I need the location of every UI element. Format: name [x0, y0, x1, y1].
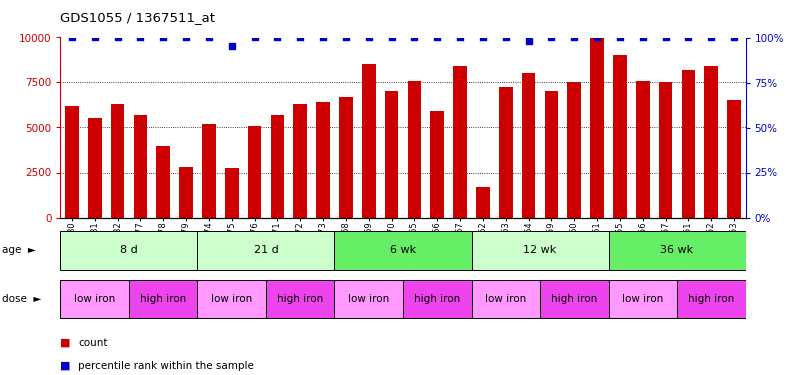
Text: age  ►: age ►: [2, 245, 36, 255]
Bar: [60, 231, 197, 270]
Point: [522, 38, 535, 44]
Text: high iron: high iron: [140, 294, 186, 304]
Text: high iron: high iron: [688, 294, 734, 304]
Bar: [271, 115, 285, 218]
Point: [659, 34, 672, 40]
Bar: [316, 102, 330, 218]
Bar: [247, 126, 261, 218]
Bar: [266, 280, 334, 318]
Bar: [636, 81, 650, 218]
Point: [65, 34, 78, 40]
Bar: [499, 87, 513, 218]
Bar: [156, 146, 170, 218]
Bar: [659, 82, 672, 218]
Bar: [613, 56, 627, 217]
Point: [682, 34, 695, 40]
Text: 21 d: 21 d: [254, 245, 278, 255]
Text: dose  ►: dose ►: [2, 294, 42, 304]
Bar: [65, 106, 79, 218]
Point: [430, 34, 443, 40]
Text: percentile rank within the sample: percentile rank within the sample: [78, 361, 254, 370]
Point: [454, 34, 467, 40]
Bar: [408, 81, 422, 218]
Bar: [384, 92, 398, 218]
Bar: [362, 64, 376, 218]
Bar: [110, 104, 124, 218]
Bar: [567, 82, 581, 218]
Bar: [682, 70, 696, 217]
Bar: [677, 280, 746, 318]
Text: high iron: high iron: [414, 294, 460, 304]
Bar: [472, 280, 540, 318]
Bar: [225, 168, 239, 217]
Text: ■: ■: [60, 361, 71, 370]
Bar: [334, 280, 403, 318]
Point: [704, 34, 717, 40]
Point: [248, 34, 261, 40]
Point: [408, 34, 421, 40]
Bar: [540, 280, 609, 318]
Text: high iron: high iron: [277, 294, 323, 304]
Bar: [590, 38, 604, 218]
Text: low iron: low iron: [348, 294, 389, 304]
Point: [567, 34, 580, 40]
Point: [339, 34, 352, 40]
Point: [111, 34, 124, 40]
Bar: [472, 231, 609, 270]
Text: 36 wk: 36 wk: [660, 245, 694, 255]
Bar: [88, 118, 102, 218]
Bar: [339, 97, 353, 218]
Text: low iron: low iron: [74, 294, 115, 304]
Bar: [134, 115, 147, 218]
Point: [499, 34, 513, 40]
Bar: [476, 187, 490, 218]
Text: GDS1055 / 1367511_at: GDS1055 / 1367511_at: [60, 11, 215, 24]
Text: ■: ■: [60, 338, 71, 348]
Bar: [609, 280, 677, 318]
Text: 6 wk: 6 wk: [390, 245, 416, 255]
Point: [88, 34, 101, 40]
Text: high iron: high iron: [551, 294, 597, 304]
Point: [293, 34, 306, 40]
Bar: [293, 104, 307, 218]
Bar: [521, 73, 535, 217]
Point: [362, 34, 375, 40]
Bar: [609, 231, 746, 270]
Point: [591, 34, 604, 40]
Bar: [197, 280, 266, 318]
Text: low iron: low iron: [485, 294, 526, 304]
Bar: [453, 66, 467, 218]
Bar: [430, 111, 444, 218]
Bar: [403, 280, 472, 318]
Point: [385, 34, 398, 40]
Bar: [197, 231, 334, 270]
Text: low iron: low iron: [211, 294, 252, 304]
Bar: [60, 280, 129, 318]
Point: [202, 34, 215, 40]
Point: [476, 34, 489, 40]
Text: count: count: [78, 338, 108, 348]
Text: 8 d: 8 d: [120, 245, 138, 255]
Point: [636, 34, 649, 40]
Point: [728, 34, 741, 40]
Text: 12 wk: 12 wk: [523, 245, 557, 255]
Point: [180, 34, 193, 40]
Bar: [179, 167, 193, 217]
Point: [134, 34, 147, 40]
Text: low iron: low iron: [622, 294, 663, 304]
Bar: [129, 280, 197, 318]
Point: [156, 34, 169, 40]
Point: [271, 34, 284, 40]
Point: [613, 34, 626, 40]
Bar: [545, 92, 559, 218]
Point: [225, 44, 239, 50]
Bar: [727, 100, 741, 218]
Bar: [202, 124, 216, 218]
Point: [545, 34, 558, 40]
Bar: [704, 66, 718, 218]
Bar: [334, 231, 472, 270]
Point: [317, 34, 330, 40]
